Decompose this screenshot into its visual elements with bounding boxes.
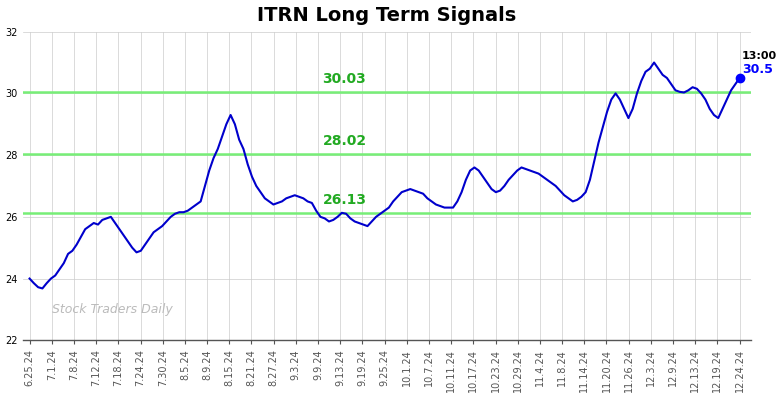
Text: 30.03: 30.03 xyxy=(322,72,366,86)
Text: 13:00: 13:00 xyxy=(742,51,777,61)
Text: 30.5: 30.5 xyxy=(742,63,773,76)
Title: ITRN Long Term Signals: ITRN Long Term Signals xyxy=(257,6,517,25)
Text: Stock Traders Daily: Stock Traders Daily xyxy=(52,302,172,316)
Text: 26.13: 26.13 xyxy=(322,193,366,207)
Text: 28.02: 28.02 xyxy=(322,135,366,148)
